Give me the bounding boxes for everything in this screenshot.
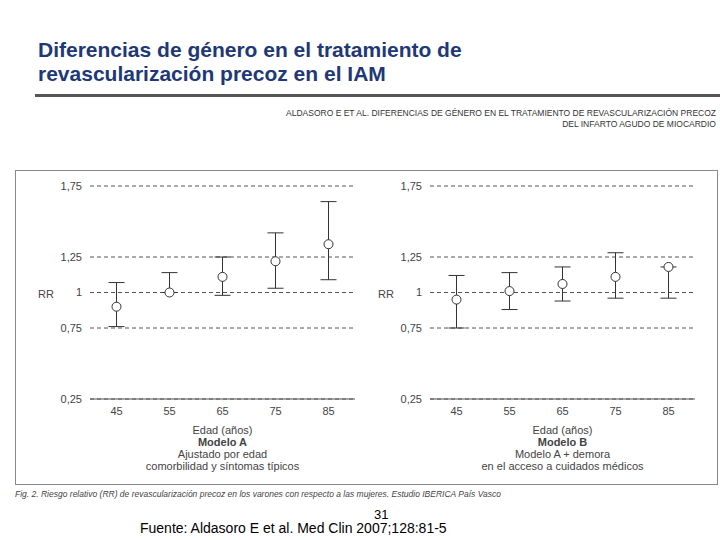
html-text:Diferencias de género en el tr: Diferencias de género en el tratamiento …: [38, 38, 462, 61]
html-text:Edad (años): Edad (años): [192, 424, 253, 436]
svg-text:55: 55: [163, 405, 175, 417]
svg-text:0,25: 0,25: [401, 393, 422, 405]
svg-text:1: 1: [416, 286, 422, 298]
html-text:Modelo A + demora: Modelo A + demora: [515, 448, 610, 460]
svg-text:1,25: 1,25: [61, 251, 82, 263]
html-text:Modelo B: Modelo B: [537, 436, 588, 448]
svg-text:65: 65: [556, 405, 568, 417]
svg-text:65: 65: [216, 405, 228, 417]
html-text:ALDASORO E ET AL. DIFERENCIAS: ALDASORO E ET AL. DIFERENCIAS DE GÉNERO …: [286, 108, 716, 118]
svg-text:1,75: 1,75: [61, 180, 82, 192]
svg-text:0,25: 0,25: [61, 393, 82, 405]
html-text:Fuente: Aldasoro E et al. Med: Fuente: Aldasoro E et al. Med Clin 2007;…: [140, 520, 447, 536]
html-text:Edad (años): Edad (años): [532, 424, 593, 436]
svg-text:45: 45: [110, 405, 122, 417]
svg-text:0,75: 0,75: [401, 322, 422, 334]
svg-text:75: 75: [269, 405, 281, 417]
svg-text:1: 1: [76, 286, 82, 298]
svg-text:0,75: 0,75: [61, 322, 82, 334]
html-text:RR: RR: [378, 288, 394, 300]
svg-text:1,25: 1,25: [401, 251, 422, 263]
svg-text:85: 85: [322, 405, 334, 417]
html-text:DEL INFARTO AGUDO DE MIOCARDIO: DEL INFARTO AGUDO DE MIOCARDIO: [562, 119, 716, 129]
svg-text:85: 85: [662, 405, 674, 417]
svg-text:55: 55: [503, 405, 515, 417]
html-text:31: 31: [374, 507, 389, 522]
html-text:revascularización precoz en el: revascularización precoz en el IAM: [38, 62, 386, 85]
html-text:Fig. 2. Riesgo relativo (RR) d: Fig. 2. Riesgo relativo (RR) de revascul…: [15, 489, 501, 499]
html-text:comorbilidad y síntomas típico: comorbilidad y síntomas típicos: [145, 460, 300, 472]
svg-text:1,75: 1,75: [401, 180, 422, 192]
html-text:en el acceso a cuidados médico: en el acceso a cuidados médicos: [481, 460, 644, 472]
svg-text:45: 45: [450, 405, 462, 417]
html-text:RR: RR: [38, 288, 54, 300]
html-text:Ajustado por edad: Ajustado por edad: [177, 448, 268, 460]
svg-text:75: 75: [609, 405, 621, 417]
html-text:Modelo A: Modelo A: [198, 436, 247, 448]
